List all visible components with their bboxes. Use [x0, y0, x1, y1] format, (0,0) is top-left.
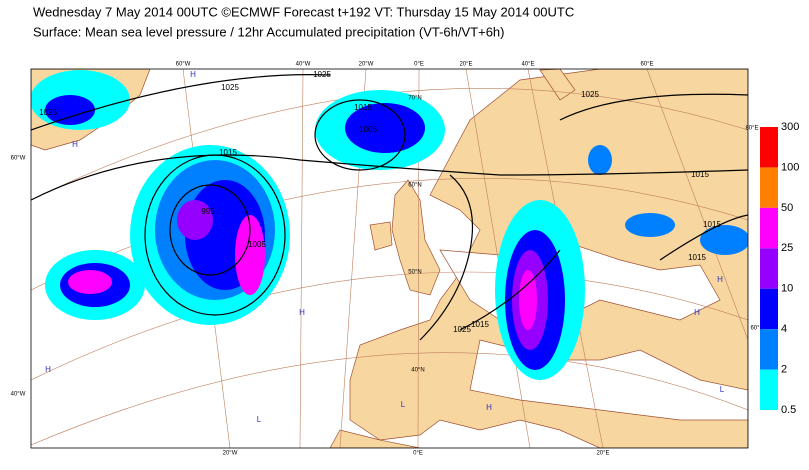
pressure-centre: H — [72, 140, 78, 149]
legend-label: 300 — [781, 121, 799, 133]
legend-swatch — [760, 329, 778, 370]
isobar-label: 1015 — [354, 103, 372, 112]
legend-swatch — [760, 288, 778, 330]
pressure-centre: H — [486, 403, 492, 412]
legend-swatch — [760, 369, 778, 410]
legend-label: 50 — [781, 202, 793, 214]
subtitle: Surface: Mean sea level pressure / 12hr … — [33, 24, 505, 39]
pressure-centre: H — [717, 275, 723, 284]
pressure-centre: H — [694, 308, 700, 317]
isobar-label: 1025 — [221, 83, 239, 92]
graticule-label: 40°W — [296, 62, 311, 68]
isobar-label: 1025 — [453, 325, 471, 334]
graticule-label: 0°E — [413, 451, 423, 457]
legend-label: 4 — [781, 323, 787, 335]
graticule-label: 40°E — [521, 62, 534, 68]
graticule-label: 50°N — [408, 270, 421, 276]
isobar-label: 1025 — [581, 90, 599, 99]
graticule-label: 80°E — [745, 126, 758, 132]
legend-label: 2 — [781, 363, 787, 375]
graticule-label: 70°N — [408, 96, 421, 102]
graticule-label: 20°E — [596, 451, 609, 457]
legend-label: 10 — [781, 283, 793, 295]
legend-swatch — [760, 207, 778, 249]
pressure-centre: L — [257, 415, 262, 424]
pressure-centre: H — [299, 308, 305, 317]
isobar-label: 1015 — [691, 170, 709, 179]
graticule-label: 60°W — [176, 62, 191, 68]
pressure-centre: H — [45, 365, 51, 374]
graticule-label: 60°N — [408, 183, 421, 189]
legend-swatch — [760, 167, 778, 208]
legend-swatch — [760, 127, 778, 168]
legend-label: 0.5 — [781, 404, 796, 416]
graticule-label: 40°W — [11, 392, 26, 398]
pressure-centre: L — [401, 400, 406, 409]
graticule-label: 20°W — [223, 451, 238, 457]
graticule-label: 40°N — [411, 368, 424, 374]
legend-label: 25 — [781, 242, 793, 254]
legend-label: 100 — [781, 161, 799, 173]
graticule-label: 20°W — [359, 62, 374, 68]
title: Wednesday 7 May 2014 00UTC ©ECMWF Foreca… — [33, 4, 574, 19]
pressure-centre: H — [190, 70, 196, 79]
isobar-label: 1015 — [703, 220, 721, 229]
map-frame — [30, 68, 749, 449]
isobar-label: 995 — [201, 207, 215, 216]
graticule-label: 20°E — [459, 62, 472, 68]
graticule-label: 60°W — [11, 156, 26, 162]
map — [31, 69, 748, 448]
graticule-label: 0°E — [414, 62, 424, 68]
pressure-centre: L — [720, 385, 725, 394]
isobar-label: 1025 — [39, 108, 57, 117]
graticule-label: 60°E — [640, 62, 653, 68]
isobar-label: 1015 — [471, 320, 489, 329]
isobar-label: 1015 — [219, 148, 237, 157]
isobar-label: 1005 — [359, 125, 377, 134]
isobar-label: 1005 — [248, 240, 266, 249]
legend-swatch — [760, 248, 778, 289]
isobar-label: 1015 — [688, 253, 706, 262]
isobar-label: 1025 — [313, 70, 331, 79]
graticule-label: 60°E — [750, 326, 763, 332]
